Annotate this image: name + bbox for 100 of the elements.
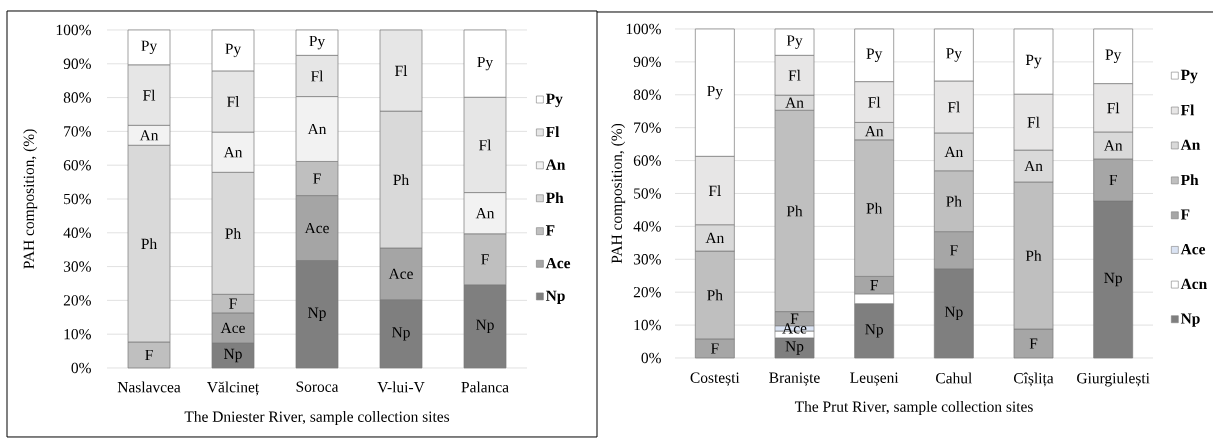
data-label: Ace [782,323,807,334]
data-label: An [307,123,327,135]
data-label: Py [946,48,962,62]
data-label: Fl [1027,116,1040,128]
legend-label: Py [545,93,563,108]
data-label: Np [308,307,326,321]
x-tick-label: Cîșlița [1013,372,1054,387]
y-tick-label: 20% [63,295,91,306]
data-label: An [139,130,159,141]
legend-label: An [545,159,566,170]
legend-label: Np [545,290,565,305]
data-label: An [1024,160,1043,172]
y-tick-label: 60% [63,159,91,171]
data-label: Np [865,324,883,338]
data-label: Ph [786,205,803,217]
data-label: An [1103,140,1123,151]
y-tick-label: 50% [64,193,91,205]
data-label: Py [141,40,158,55]
legend-label: An [1180,139,1201,150]
y-tick-label: 0% [641,352,661,364]
data-label: F [870,280,878,291]
legend-label: Fl [545,126,560,138]
y-tick-label: 10% [64,328,91,340]
y-tick-label: 60% [633,155,661,166]
legend-label: Ph [1180,174,1199,186]
data-label: Fl [479,139,492,151]
x-tick-label: Naslavcea [117,381,181,393]
data-label: Ph [141,238,157,249]
data-label: Np [224,348,242,363]
data-label: Py [707,85,723,100]
legend-label: F [545,225,555,236]
data-label: F [790,313,799,324]
data-label: Ace [304,222,329,234]
data-label: An [705,232,725,243]
data-label: Py [1105,49,1122,64]
data-label: Np [1104,272,1122,287]
data-label: Py [866,48,883,63]
y-axis-title: PAH composition, (%) [611,123,626,264]
data-label: Py [225,43,242,58]
data-label: Ph [866,202,883,214]
y-tick-label: 0% [71,362,91,374]
x-tick-label: Braniște [769,372,820,387]
data-label: F [481,254,489,265]
data-label: Ace [220,322,245,334]
data-label: Ph [946,195,962,207]
y-tick-label: 80% [633,89,661,101]
x-tick-label: Cahul [936,372,972,384]
data-label: F [313,173,321,184]
data-label: Py [1025,54,1042,69]
data-label: Fl [395,65,408,76]
y-tick-label: 100% [56,24,91,36]
y-tick-label: 10% [634,319,661,331]
y-tick-label: 20% [633,286,661,298]
data-label: Np [392,327,410,341]
y-tick-label: 70% [64,126,91,137]
x-tick-label: Soroca [296,381,339,392]
data-label: F [1029,338,1038,349]
legend-label: Py [1180,69,1198,84]
legend-label: F [1180,209,1190,220]
data-label: Ace [388,268,413,280]
x-tick-label: Leușeni [850,372,899,387]
data-label: F [949,245,958,256]
data-label: F [1109,174,1117,186]
x-tick-label: Vălcineț [207,381,260,396]
data-label: Np [476,319,494,334]
legend-label: Ace [1180,244,1206,255]
data-label: Ph [225,227,241,239]
data-label: An [785,97,804,108]
legend-label: Fl [1180,104,1195,116]
data-label: Ph [1025,250,1042,261]
data-label: Py [786,35,803,49]
y-tick-label: 40% [63,227,91,239]
y-tick-label: 50% [634,188,661,199]
data-label: Fl [708,185,721,196]
data-label: F [229,298,237,309]
x-tick-label: Costești [690,372,740,387]
legend-label: Ace [545,257,571,269]
data-label: An [864,126,884,137]
legend-label: Acn [1180,278,1207,290]
y-tick-label: 80% [63,92,91,103]
data-label: Fl [227,96,240,107]
data-label: An [475,208,495,219]
x-axis-title: The Dniester River, sample collection sites [184,411,450,425]
x-tick-label: V-lui-V [377,381,425,393]
y-tick-label: 40% [633,221,661,232]
y-tick-label: 90% [633,56,661,68]
data-label: Fl [868,96,881,108]
legend-label: Ph [545,192,564,203]
y-tick-label: 90% [63,58,91,70]
data-label: An [223,147,243,158]
data-label: Fl [788,69,801,81]
data-label: Fl [1107,102,1120,114]
data-label: Ph [393,174,409,185]
x-tick-label: Giurgiulești [1077,372,1150,387]
data-label: F [145,349,153,361]
y-tick-label: 100% [626,23,661,35]
data-label: An [944,146,964,157]
y-tick-label: 70% [634,122,661,133]
y-tick-label: 30% [63,261,91,272]
data-label: Np [944,306,963,321]
